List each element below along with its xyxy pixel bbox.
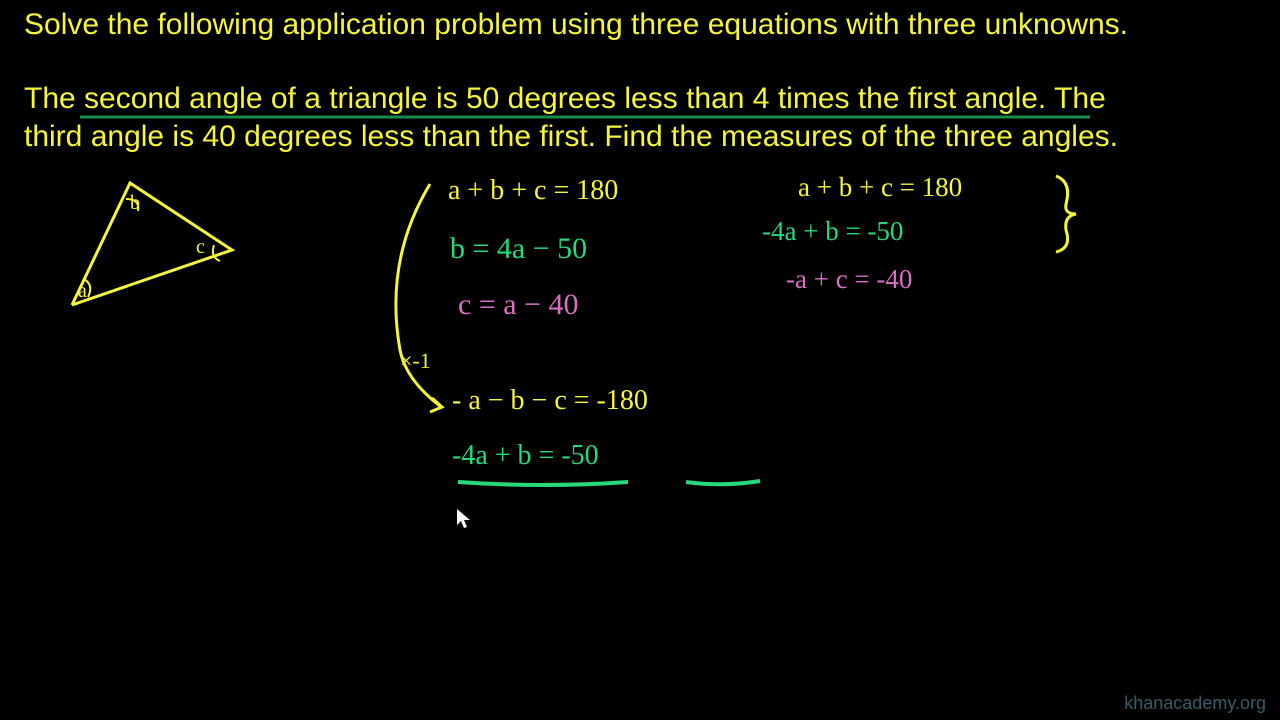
triangle-label-b: b (130, 192, 140, 215)
triangle-label-a: a (78, 280, 87, 303)
eq5-underline (458, 478, 778, 490)
problem-line-2: The second angle of a triangle is 50 deg… (24, 80, 1220, 118)
mult-label: ×-1 (400, 348, 431, 374)
right-brace (1052, 174, 1082, 254)
cursor-icon (456, 508, 472, 530)
eq3: c = a − 40 (458, 288, 578, 322)
underline-1 (80, 114, 1090, 122)
problem-line-1: Solve the following application problem … (24, 6, 1220, 44)
eq5: -4a + b = -50 (452, 440, 599, 472)
eq2: b = 4a − 50 (450, 232, 587, 266)
eq1: a + b + c = 180 (448, 175, 618, 207)
right-eq2: -4a + b = -50 (762, 216, 903, 247)
eq4: - a − b − c = -180 (452, 385, 648, 417)
right-eq3: -a + c = -40 (786, 264, 912, 295)
triangle-label-c: c (196, 236, 205, 259)
watermark: khanacademy.org (1124, 693, 1266, 714)
problem-line-3: third angle is 40 degrees less than the … (24, 118, 1220, 156)
curve-arrow (380, 180, 470, 420)
triangle-diagram (60, 175, 260, 335)
right-eq1: a + b + c = 180 (798, 172, 962, 203)
